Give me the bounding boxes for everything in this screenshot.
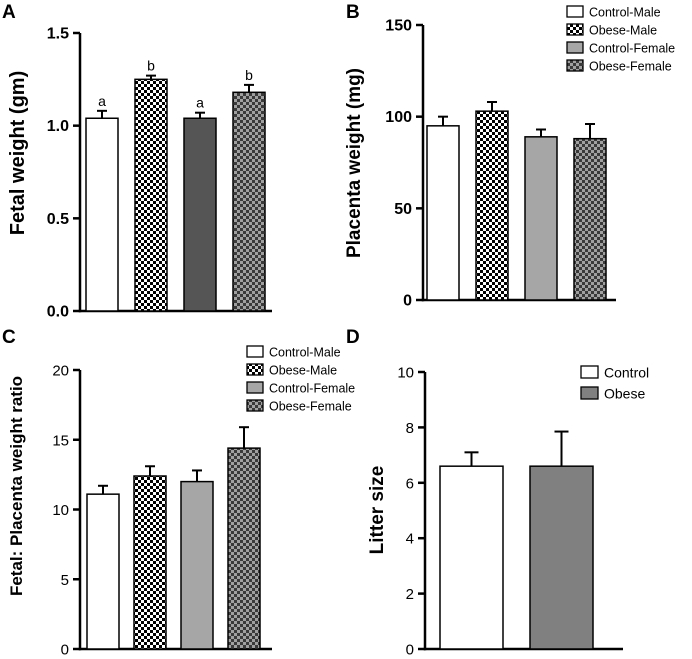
panel-d-legend-label-control: Control [604, 365, 649, 381]
panel-c-letter: C [2, 327, 16, 348]
panel-a-bar-control-male [85, 117, 119, 312]
panel-d-legend: Control Obese [580, 365, 649, 402]
panel-b-legend-label-obese-male: Obese-Male [589, 24, 657, 38]
panel-d-ytick-label: 10 [397, 365, 414, 382]
panel-b-bar-obese-female [573, 137, 607, 301]
panel-b-legend-swatch-control-male [566, 5, 584, 18]
panel-b-ytick-label: 100 [385, 109, 412, 126]
panel-b-ytick-label: 0 [403, 293, 412, 310]
panel-d-bar-obese [529, 465, 594, 650]
panel-a-ytick-label: 0.5 [47, 211, 69, 228]
panel-b-legend: Control-Male Obese-Male Control-Female Obes… [566, 5, 675, 74]
panel-c-ylabel: Fetal: Placenta weight ratio [7, 376, 26, 596]
panel-a-ytick-label: 1.0 [47, 118, 69, 135]
panel-c-legend-label-control-male: Control-Male [269, 346, 341, 360]
panel-b-legend-swatch-control-female [566, 41, 584, 54]
panel-d-ytick-label: 2 [406, 586, 414, 603]
panel-a-sig-label-control-female: a [196, 95, 204, 111]
panel-c-ytick-label: 15 [52, 432, 69, 449]
panel-a-bar-obese-male [134, 78, 168, 312]
panel-d-ytick-label: 0 [406, 642, 414, 659]
panel-b-ytick-label: 50 [394, 201, 412, 218]
panel-b-legend-label-control-male: Control-Male [589, 6, 661, 20]
panel-b-ytick-label: 150 [385, 18, 412, 35]
panel-d-bar-control [439, 465, 504, 650]
panel-b-bar-obese-male [475, 110, 509, 301]
panel-a-bar-obese-female [232, 91, 266, 312]
panel-c-legend-swatch-control-male [246, 345, 264, 358]
panel-c-ytick-label: 5 [61, 572, 69, 589]
panel-a-sig-label-control-male: a [98, 93, 106, 109]
panel-c-bar-control-female [180, 480, 214, 650]
panel-b-bar-control-female [524, 136, 558, 301]
panel-a-ylabel: Fetal weight (gm) [7, 71, 29, 235]
panel-b-legend-swatch-obese-female [566, 59, 584, 72]
panel-c-bar-obese-female [227, 447, 261, 650]
panel-d-legend-label-obese: Obese [604, 386, 645, 402]
panel-d-ylabel: Litter size [367, 466, 388, 555]
panel-b-legend-label-control-female: Control-Female [589, 42, 675, 56]
panel-c-legend-swatch-obese-male [246, 363, 264, 376]
panel-a-ytick-label: 0.0 [47, 304, 69, 321]
panel-c-weight-ratio: C Fetal: Placenta weight ratio 05101520 … [2, 327, 355, 659]
panel-d-ytick-label: 6 [406, 475, 414, 492]
panel-a-letter: A [2, 2, 16, 23]
panel-a-sig-label-obese-male: b [147, 58, 155, 74]
panel-d-letter: D [346, 327, 360, 348]
panel-c-legend-swatch-obese-female [246, 399, 264, 412]
panel-d-ytick-label: 4 [406, 531, 414, 548]
panel-b-legend-label-obese-female: Obese-Female [589, 60, 672, 74]
panel-a-ytick-label: 1.5 [47, 26, 69, 43]
panel-c-ytick-label: 10 [52, 502, 69, 519]
panel-c-legend: Control-Male Obese-Male Control-Female Obes… [246, 345, 355, 414]
panel-b-placenta-weight: B Placenta weight (mg) 0 50 100 150 Control… [344, 2, 675, 310]
panel-d-litter-size: D Litter size 0 2 4 6 8 10 Control Obese [346, 327, 649, 659]
panel-a-sig-label-obese-female: b [245, 67, 253, 83]
panel-c-legend-label-obese-female: Obese-Female [269, 400, 352, 414]
panel-b-legend-swatch-obese-male [566, 23, 584, 36]
panel-a-bar-control-female [183, 117, 217, 312]
panel-b-ylabel: Placenta weight (mg) [344, 68, 365, 258]
panel-c-bar-control-male [86, 493, 120, 650]
panel-b-letter: B [346, 2, 360, 23]
panel-c-legend-label-control-female: Control-Female [269, 382, 355, 396]
panel-d-legend-swatch-obese [580, 386, 599, 400]
panel-a-fetal-weight: A Fetal weight (gm) 0.0 0.5 1.0 1.5 a b a b [2, 2, 272, 321]
panel-c-ytick-label: 20 [52, 363, 69, 380]
panel-b-bar-control-male [426, 125, 460, 301]
panel-d-ytick-label: 8 [406, 420, 414, 437]
panel-c-ytick-label: 0 [61, 642, 69, 659]
panel-c-legend-label-obese-male: Obese-Male [269, 364, 337, 378]
panel-d-legend-swatch-control [580, 365, 599, 379]
panel-c-bar-obese-male [133, 475, 167, 650]
panel-c-legend-swatch-control-female [246, 381, 264, 394]
